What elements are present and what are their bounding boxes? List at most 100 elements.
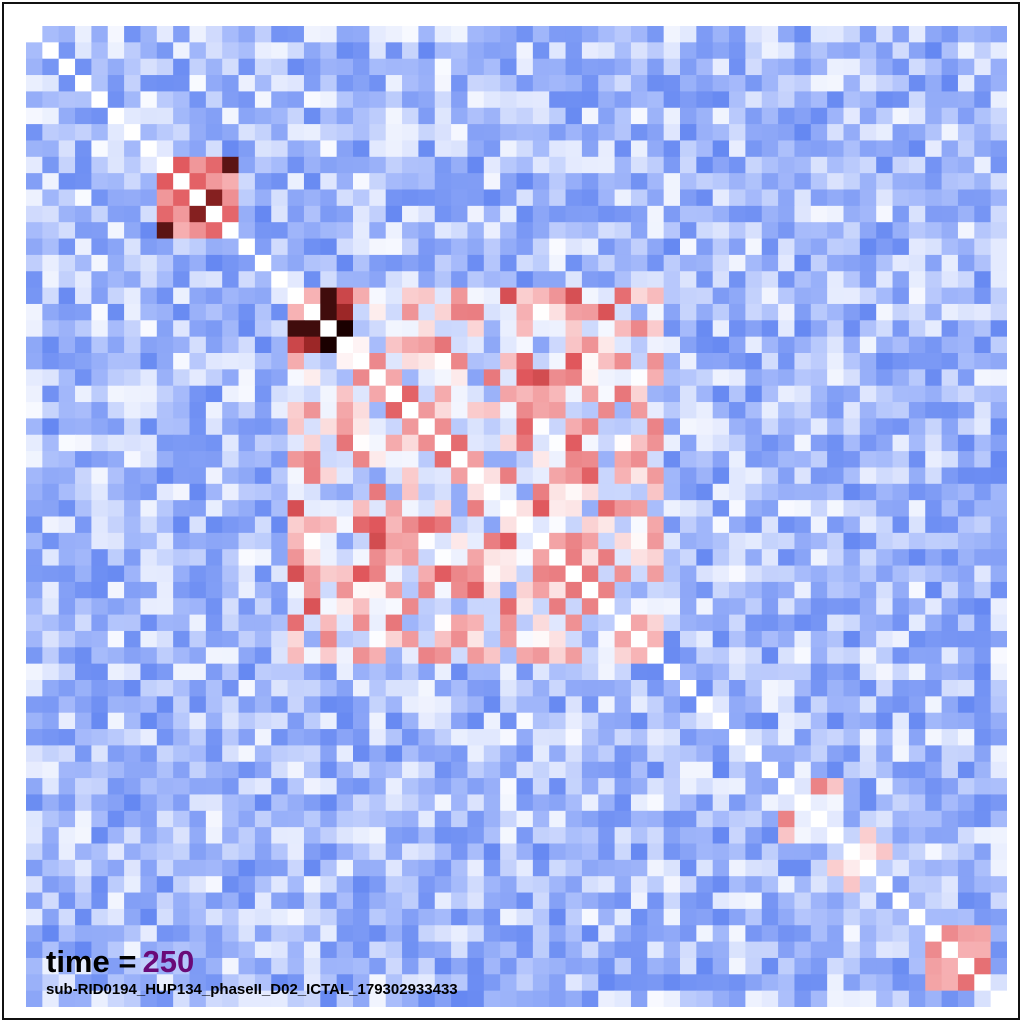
- heatmap-cell: [647, 680, 665, 697]
- heatmap-cell: [532, 761, 550, 779]
- heatmap-cell: [647, 810, 665, 828]
- heatmap-cell: [75, 467, 92, 485]
- heatmap-cell: [287, 614, 305, 632]
- heatmap-cell: [778, 107, 796, 125]
- heatmap-cell: [876, 303, 894, 321]
- heatmap-cell: [271, 859, 289, 877]
- heatmap-cell: [58, 630, 76, 648]
- heatmap-cell: [663, 696, 681, 714]
- heatmap-cell: [385, 859, 403, 877]
- heatmap-cell: [876, 565, 894, 583]
- heatmap-cell: [794, 614, 812, 632]
- heatmap-cell: [58, 303, 76, 321]
- heatmap-cell: [205, 385, 223, 403]
- heatmap-cell: [778, 532, 796, 550]
- heatmap-cell: [990, 140, 1007, 158]
- heatmap-cell: [729, 761, 746, 779]
- heatmap-cell: [516, 680, 534, 697]
- heatmap-cell: [26, 353, 43, 370]
- heatmap-cell: [990, 876, 1007, 894]
- heatmap-cell: [810, 892, 828, 910]
- heatmap-cell: [729, 173, 746, 191]
- heatmap-cell: [385, 516, 403, 534]
- heatmap-cell: [173, 712, 191, 730]
- heatmap-cell: [614, 598, 632, 616]
- heatmap-cell: [254, 189, 272, 207]
- heatmap-cell: [925, 91, 943, 109]
- heatmap-cell: [500, 941, 518, 959]
- heatmap-cell: [696, 892, 714, 910]
- heatmap-cell: [75, 647, 92, 665]
- heatmap-cell: [418, 140, 436, 158]
- heatmap-cell: [908, 941, 926, 959]
- heatmap-cell: [189, 630, 207, 648]
- heatmap-cell: [303, 565, 321, 583]
- heatmap-cell: [124, 957, 142, 975]
- heatmap-cell: [124, 205, 142, 223]
- heatmap-cell: [189, 843, 207, 861]
- heatmap-cell: [500, 908, 518, 926]
- heatmap-cell: [500, 222, 518, 240]
- heatmap-cell: [418, 287, 436, 305]
- heatmap-cell: [843, 990, 861, 1007]
- heatmap-cell: [434, 810, 452, 828]
- heatmap-cell: [581, 369, 599, 387]
- heatmap-cell: [827, 42, 845, 60]
- heatmap-cell: [369, 222, 387, 240]
- heatmap-cell: [729, 434, 746, 452]
- heatmap-cell: [140, 385, 158, 403]
- heatmap-cell: [271, 140, 289, 158]
- heatmap-cell: [761, 418, 779, 436]
- heatmap-cell: [647, 418, 665, 436]
- heatmap-cell: [91, 974, 109, 992]
- heatmap-cell: [680, 26, 697, 43]
- heatmap-cell: [843, 794, 861, 812]
- heatmap-cell: [369, 353, 387, 370]
- heatmap-cell: [451, 892, 469, 910]
- heatmap-cell: [140, 483, 158, 501]
- heatmap-cell: [925, 712, 943, 730]
- heatmap-cell: [107, 778, 125, 796]
- heatmap-cell: [42, 173, 60, 191]
- heatmap-cell: [696, 320, 714, 338]
- heatmap-cell: [990, 271, 1007, 289]
- heatmap-cell: [761, 925, 779, 943]
- heatmap-cell: [42, 810, 60, 828]
- heatmap-cell: [369, 124, 387, 142]
- heatmap-cell: [565, 75, 583, 92]
- heatmap-cell: [990, 532, 1007, 550]
- heatmap-cell: [483, 434, 501, 452]
- heatmap-cell: [91, 532, 109, 550]
- heatmap-cell: [500, 320, 518, 338]
- heatmap-cell: [810, 925, 828, 943]
- heatmap-cell: [26, 467, 43, 485]
- heatmap-cell: [369, 189, 387, 207]
- heatmap-cell: [778, 598, 796, 616]
- heatmap-cell: [91, 238, 109, 256]
- heatmap-cell: [990, 729, 1007, 746]
- heatmap-cell: [794, 402, 812, 419]
- heatmap-cell: [647, 712, 665, 730]
- heatmap-cell: [42, 925, 60, 943]
- heatmap-cell: [859, 91, 877, 109]
- heatmap-cell: [663, 549, 681, 567]
- heatmap-cell: [320, 696, 338, 714]
- heatmap-cell: [859, 156, 877, 174]
- heatmap-cell: [794, 222, 812, 240]
- heatmap-cell: [303, 549, 321, 567]
- heatmap-cell: [810, 173, 828, 191]
- heatmap-cell: [140, 107, 158, 125]
- heatmap-cell: [630, 663, 648, 681]
- heatmap-cell: [794, 549, 812, 567]
- heatmap-cell: [990, 238, 1007, 256]
- heatmap-cell: [549, 238, 567, 256]
- heatmap-diagonal-cell: [630, 630, 648, 648]
- heatmap-cell: [369, 908, 387, 926]
- heatmap-cell: [75, 810, 92, 828]
- heatmap-cell: [581, 205, 599, 223]
- heatmap-cell: [91, 205, 109, 223]
- heatmap-cell: [205, 222, 223, 240]
- heatmap-cell: [876, 630, 894, 648]
- heatmap-cell: [173, 516, 191, 534]
- heatmap-cell: [75, 385, 92, 403]
